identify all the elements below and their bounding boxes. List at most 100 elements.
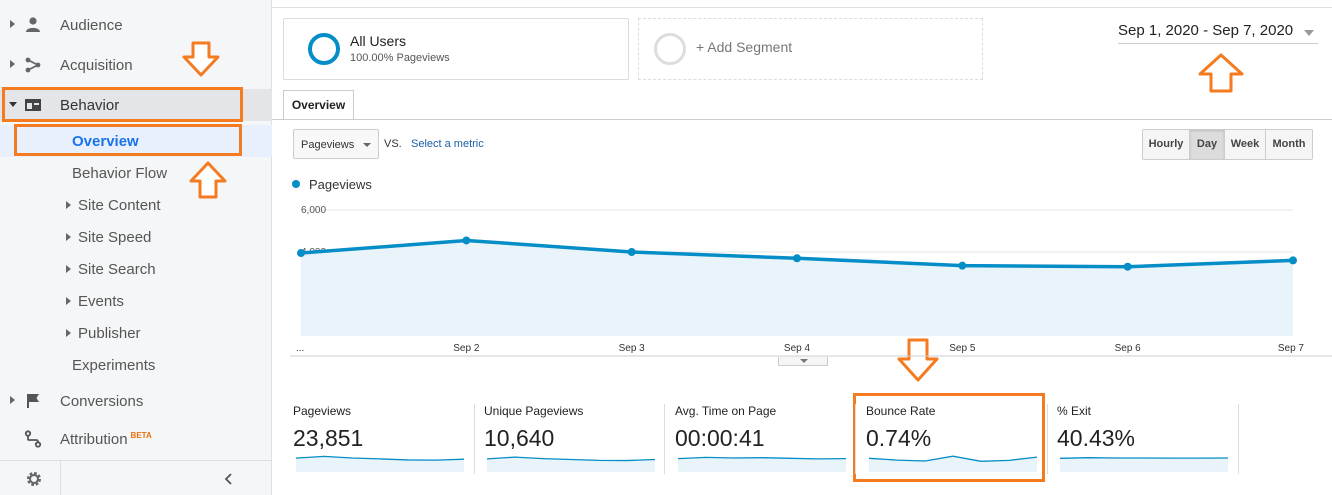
sidebar-item-site-search[interactable]: Site Search	[0, 253, 272, 285]
sidebar-footer	[0, 460, 272, 495]
metric-card-exit[interactable]: % Exit 40.43%	[1057, 404, 1239, 474]
x-tick-label: Sep 6	[1115, 343, 1142, 354]
granularity-day-button[interactable]: Day	[1190, 130, 1225, 159]
sidebar-item-events[interactable]: Events	[0, 285, 272, 317]
sidebar-item-site-content[interactable]: Site Content	[0, 189, 272, 221]
sparkline	[1059, 457, 1229, 472]
metric-label: Bounce Rate	[866, 404, 936, 418]
caret-down-icon	[9, 102, 17, 107]
collapse-sidebar-icon[interactable]	[223, 473, 235, 485]
metric-label: % Exit	[1057, 404, 1092, 418]
data-point	[297, 249, 305, 258]
flag-icon	[27, 394, 39, 408]
segment-circle-icon	[308, 33, 340, 65]
select-metric-link[interactable]: Select a metric	[411, 138, 484, 150]
metric-value: 0.74%	[866, 425, 932, 451]
caret-right-icon	[66, 265, 71, 273]
data-point	[958, 261, 967, 270]
dropdown-arrow-icon	[363, 143, 371, 147]
annotation-arrow-down-icon	[182, 41, 220, 77]
segment-all-users[interactable]: All Users 100.00% Pageviews	[283, 18, 629, 80]
metric-card-pageviews[interactable]: Pageviews 23,851	[293, 404, 475, 474]
sparkline	[486, 456, 656, 472]
metric-card-bounce-rate[interactable]: Bounce Rate 0.74%	[866, 404, 1048, 474]
chevron-down-icon	[800, 359, 808, 363]
attribution-icon	[24, 430, 42, 448]
annotation-box-bounce-rate	[853, 393, 1045, 482]
y-tick-label: 6,000	[301, 205, 326, 216]
segment-circle-icon	[654, 33, 686, 65]
metric-divider	[664, 404, 665, 474]
tab-divider	[272, 119, 1332, 120]
tab-overview[interactable]: Overview	[283, 90, 354, 120]
granularity-hourly-button[interactable]: Hourly	[1143, 130, 1190, 159]
annotation-arrow-up-icon	[1198, 53, 1244, 93]
sidebar-item-label: Site Content	[78, 197, 161, 214]
add-segment-button[interactable]: + Add Segment	[638, 18, 983, 80]
metric-label: Pageviews	[293, 404, 352, 418]
sidebar-item-label: Publisher	[78, 325, 141, 342]
metric-divider	[474, 404, 475, 474]
segment-subtitle: 100.00% Pageviews	[350, 52, 450, 64]
sidebar-item-conversions[interactable]: Conversions	[0, 385, 272, 417]
sidebar-item-label: Behavior	[60, 97, 120, 114]
sidebar-item-label: Events	[78, 293, 124, 310]
metric-value: 40.43%	[1057, 425, 1136, 451]
data-point	[627, 248, 636, 256]
granularity-month-button[interactable]: Month	[1266, 130, 1312, 159]
annotation-box-behavior	[2, 87, 243, 122]
sidebar-item-behavior-flow[interactable]: Behavior Flow	[0, 157, 272, 189]
caret-right-icon	[10, 60, 15, 68]
sparkline	[295, 455, 465, 472]
sidebar-item-site-speed[interactable]: Site Speed	[0, 221, 272, 253]
x-tick-label: Sep 3	[619, 343, 646, 354]
sidebar-item-experiments[interactable]: Experiments	[0, 349, 272, 381]
footer-divider	[60, 461, 61, 495]
x-tick-label: Sep 2	[453, 343, 480, 354]
metric-value: 10,640	[484, 425, 555, 451]
sidebar-item-behavior-overview[interactable]: Overview	[0, 125, 272, 157]
metric-card-unique-pageviews[interactable]: Unique Pageviews 10,640	[484, 404, 666, 474]
sidebar-item-label: Acquisition	[60, 57, 133, 74]
behavior-icon	[25, 99, 41, 111]
data-point	[1289, 256, 1297, 265]
sparkline-line	[486, 456, 656, 462]
metric-card-avg-time-on-page[interactable]: Avg. Time on Page 00:00:41	[675, 404, 857, 474]
metric-value: 23,851	[293, 425, 364, 451]
sidebar-item-label: Audience	[60, 17, 123, 34]
sidebar-item-acquisition[interactable]: Acquisition	[0, 49, 272, 81]
sidebar-item-audience[interactable]: Audience	[0, 9, 272, 41]
chart-legend: Pageviews	[292, 177, 372, 192]
metric-divider	[1238, 404, 1239, 474]
chart-collapse-handle[interactable]	[778, 357, 828, 366]
series-area	[301, 240, 1293, 336]
metric-select[interactable]: Pageviews	[293, 129, 379, 159]
granularity-toggle: Hourly Day Week Month	[1142, 129, 1313, 160]
sparkline-line	[677, 456, 847, 460]
sparkline	[868, 455, 1038, 472]
metric-select-value: Pageviews	[301, 139, 355, 151]
data-point	[793, 254, 801, 263]
sparkline	[677, 456, 847, 472]
x-tick-label: Sep 5	[949, 343, 976, 354]
date-range-picker[interactable]: Sep 1, 2020 - Sep 7, 2020	[1118, 22, 1318, 44]
person-icon	[26, 17, 40, 32]
beta-badge: BETA	[130, 431, 152, 440]
sidebar-item-label: Overview	[72, 133, 139, 150]
metric-label: Avg. Time on Page	[675, 404, 777, 418]
legend-dot-icon	[292, 180, 300, 188]
sidebar-item-attribution[interactable]: Attribution BETA	[0, 423, 272, 455]
sidebar-item-label: Site Speed	[78, 229, 152, 246]
legend-label: Pageviews	[309, 177, 372, 192]
gear-icon[interactable]	[25, 470, 43, 488]
add-segment-label: + Add Segment	[696, 39, 793, 55]
sidebar-item-label: Site Search	[78, 261, 156, 278]
sidebar-item-publisher[interactable]: Publisher	[0, 317, 272, 349]
sidebar-item-behavior[interactable]: Behavior	[0, 89, 272, 121]
x-tick-label: Sep 7	[1278, 343, 1305, 354]
top-divider	[272, 7, 1332, 8]
caret-right-icon	[66, 297, 71, 305]
date-range-label: Sep 1, 2020 - Sep 7, 2020	[1118, 22, 1294, 39]
granularity-week-button[interactable]: Week	[1225, 130, 1266, 159]
